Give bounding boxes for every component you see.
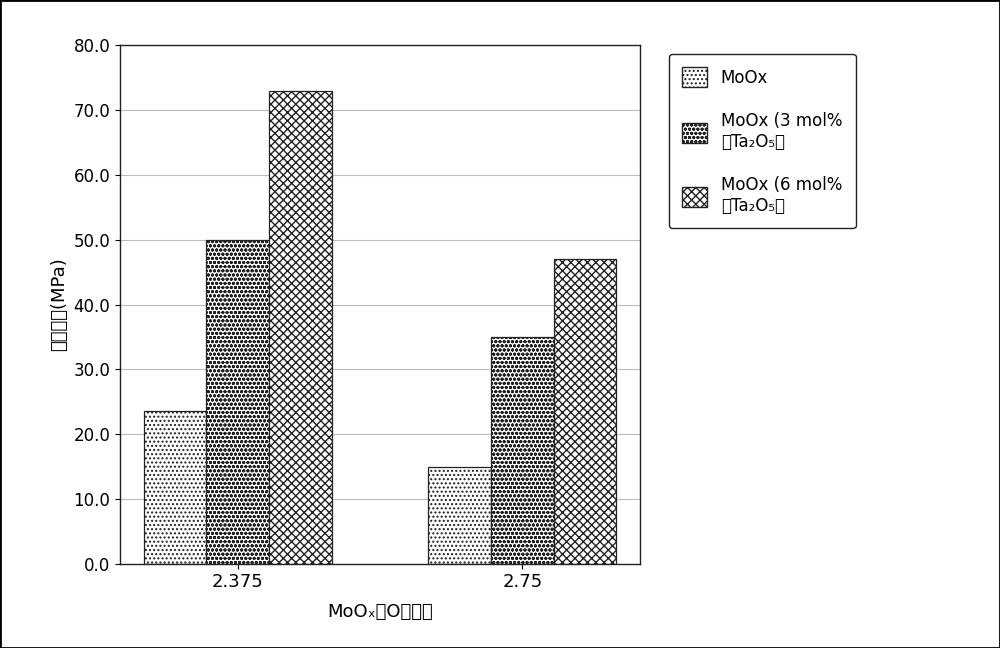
Y-axis label: 抗弯强度(MPa): 抗弯强度(MPa) [50,258,68,351]
Bar [491,337,554,564]
Bar [269,91,332,564]
Bar [144,411,206,564]
Bar [206,240,269,564]
Bar [554,259,616,564]
Bar [428,467,491,564]
Legend: MoOx, MoOx (3 mol%
的Ta₂O₅）, MoOx (6 mol%
的Ta₂O₅）: MoOx, MoOx (3 mol% 的Ta₂O₅）, MoOx (6 mol%… [669,54,856,228]
X-axis label: MoOₓ中O的比例: MoOₓ中O的比例 [327,603,433,621]
